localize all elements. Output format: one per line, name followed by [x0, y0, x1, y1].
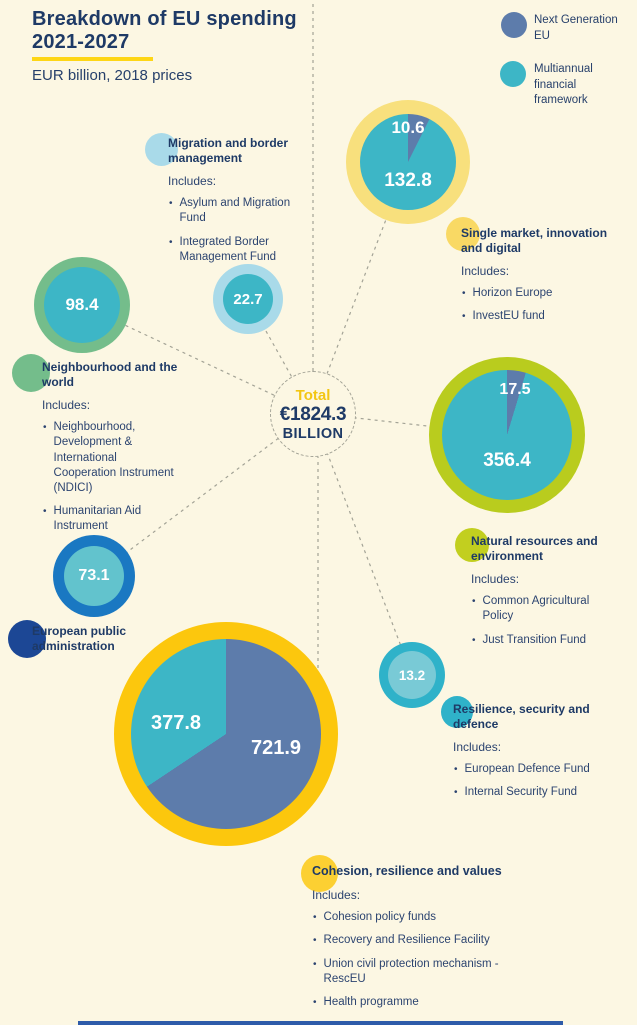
section-heading: Cohesion, resilience and values [312, 864, 502, 878]
section-cohesion: Cohesion, resilience and values Includes… [301, 855, 527, 1018]
total-node: Total €1824.3 BILLION [270, 371, 356, 457]
includes-label: Includes: [168, 174, 217, 189]
includes-label: Includes: [42, 398, 91, 413]
pie-natural-resources: 17.5 356.4 [442, 370, 572, 500]
bubble-single-market: 10.6 132.8 [346, 100, 470, 224]
bubble-cohesion: 377.8 721.9 [114, 622, 338, 846]
value-cohesion-ngeu: 721.9 [250, 737, 302, 759]
value-natural-ngeu: 17.5 [499, 381, 531, 398]
footer-bar [78, 1021, 563, 1025]
section-heading: Single market, innovation and digital [461, 226, 608, 255]
section-neighbourhood: Neighbourhood and the world Includes: Ne… [12, 354, 180, 542]
include-item: Cohesion policy funds [312, 910, 527, 925]
pie-single-market: 10.6 132.8 [360, 114, 456, 210]
value-single-market-mff: 132.8 [384, 170, 432, 191]
bubble-migration: 22.7 [213, 264, 283, 334]
circle-public-administration: 73.1 [64, 546, 124, 606]
section-natural-resources: Natural resources and environment Includ… [455, 528, 611, 656]
public-administration-dot-icon [8, 620, 46, 658]
section-resilience: Resilience, security and defence Include… [441, 696, 608, 809]
total-value: €1824.3 [279, 403, 347, 425]
bubble-public-administration: 73.1 [53, 535, 135, 617]
section-single-market: Single market, innovation and digital In… [446, 217, 613, 333]
value-migration: 22.7 [233, 290, 263, 308]
page-title: Breakdown of EU spending 2021-2027 [32, 8, 297, 54]
include-item: Common Agricultural Policy [471, 594, 611, 624]
value-natural-mff: 356.4 [483, 450, 531, 471]
includes-label: Includes: [453, 740, 502, 755]
include-item: European Defence Fund [453, 762, 608, 777]
include-item: Just Transition Fund [471, 633, 611, 648]
include-item: Neighbourhood, Development & Internation… [42, 420, 180, 496]
migration-dot-icon [145, 133, 178, 166]
section-heading: European public administration [32, 624, 127, 653]
include-item: Integrated Border Management Fund [168, 235, 300, 265]
circle-resilience: 13.2 [388, 651, 436, 699]
legend-ngeu-dot-icon [501, 12, 527, 38]
section-heading: Resilience, security and defence [453, 702, 590, 731]
bubble-resilience: 13.2 [379, 642, 445, 708]
section-heading: Neighbourhood and the world [42, 360, 178, 389]
bubble-neighbourhood: 98.4 [34, 257, 130, 353]
total-unit: BILLION [282, 425, 344, 442]
includes-label: Includes: [461, 264, 510, 279]
circle-neighbourhood: 98.4 [44, 267, 120, 343]
section-migration: Migration and border management Includes… [145, 133, 300, 273]
include-item: Horizon Europe [461, 286, 613, 301]
section-heading: Natural resources and environment [471, 534, 598, 563]
include-item: InvestEU fund [461, 309, 613, 324]
value-neighbourhood: 98.4 [65, 295, 99, 314]
value-single-market-ngeu: 10.6 [391, 118, 425, 137]
resilience-dot-icon [441, 696, 473, 728]
includes-label: Includes: [312, 888, 361, 903]
include-item: Asylum and Migration Fund [168, 196, 300, 226]
legend-ngeu-label: Next Generation EU [534, 14, 618, 42]
include-item: Humanitarian Aid Instrument [42, 504, 180, 534]
cohesion-dot-icon [301, 855, 338, 892]
page-subtitle: EUR billion, 2018 prices [32, 67, 193, 84]
title-underline [32, 57, 153, 61]
includes-label: Includes: [471, 572, 520, 587]
section-public-administration: European public administration [8, 620, 162, 658]
total-label: Total [295, 386, 331, 404]
single-market-dot-icon [446, 217, 480, 251]
value-cohesion-mff: 377.8 [150, 712, 202, 734]
include-item: Union civil protection mechanism - RescE… [312, 957, 527, 987]
natural-resources-dot-icon [455, 528, 489, 562]
legend-mff-dot-icon [500, 61, 526, 87]
include-item: Recovery and Resilience Facility [312, 933, 527, 948]
circle-migration: 22.7 [223, 274, 273, 324]
value-public-administration: 73.1 [78, 567, 110, 584]
include-item: Health programme [312, 995, 527, 1010]
bubble-natural-resources: 17.5 356.4 [429, 357, 585, 513]
section-heading: Migration and border management [168, 136, 288, 165]
neighbourhood-dot-icon [12, 354, 50, 392]
pie-cohesion: 377.8 721.9 [131, 639, 321, 829]
include-item: Internal Security Fund [453, 785, 608, 800]
value-resilience: 13.2 [398, 667, 426, 683]
legend-mff-label: Multiannual financial framework [534, 63, 593, 107]
